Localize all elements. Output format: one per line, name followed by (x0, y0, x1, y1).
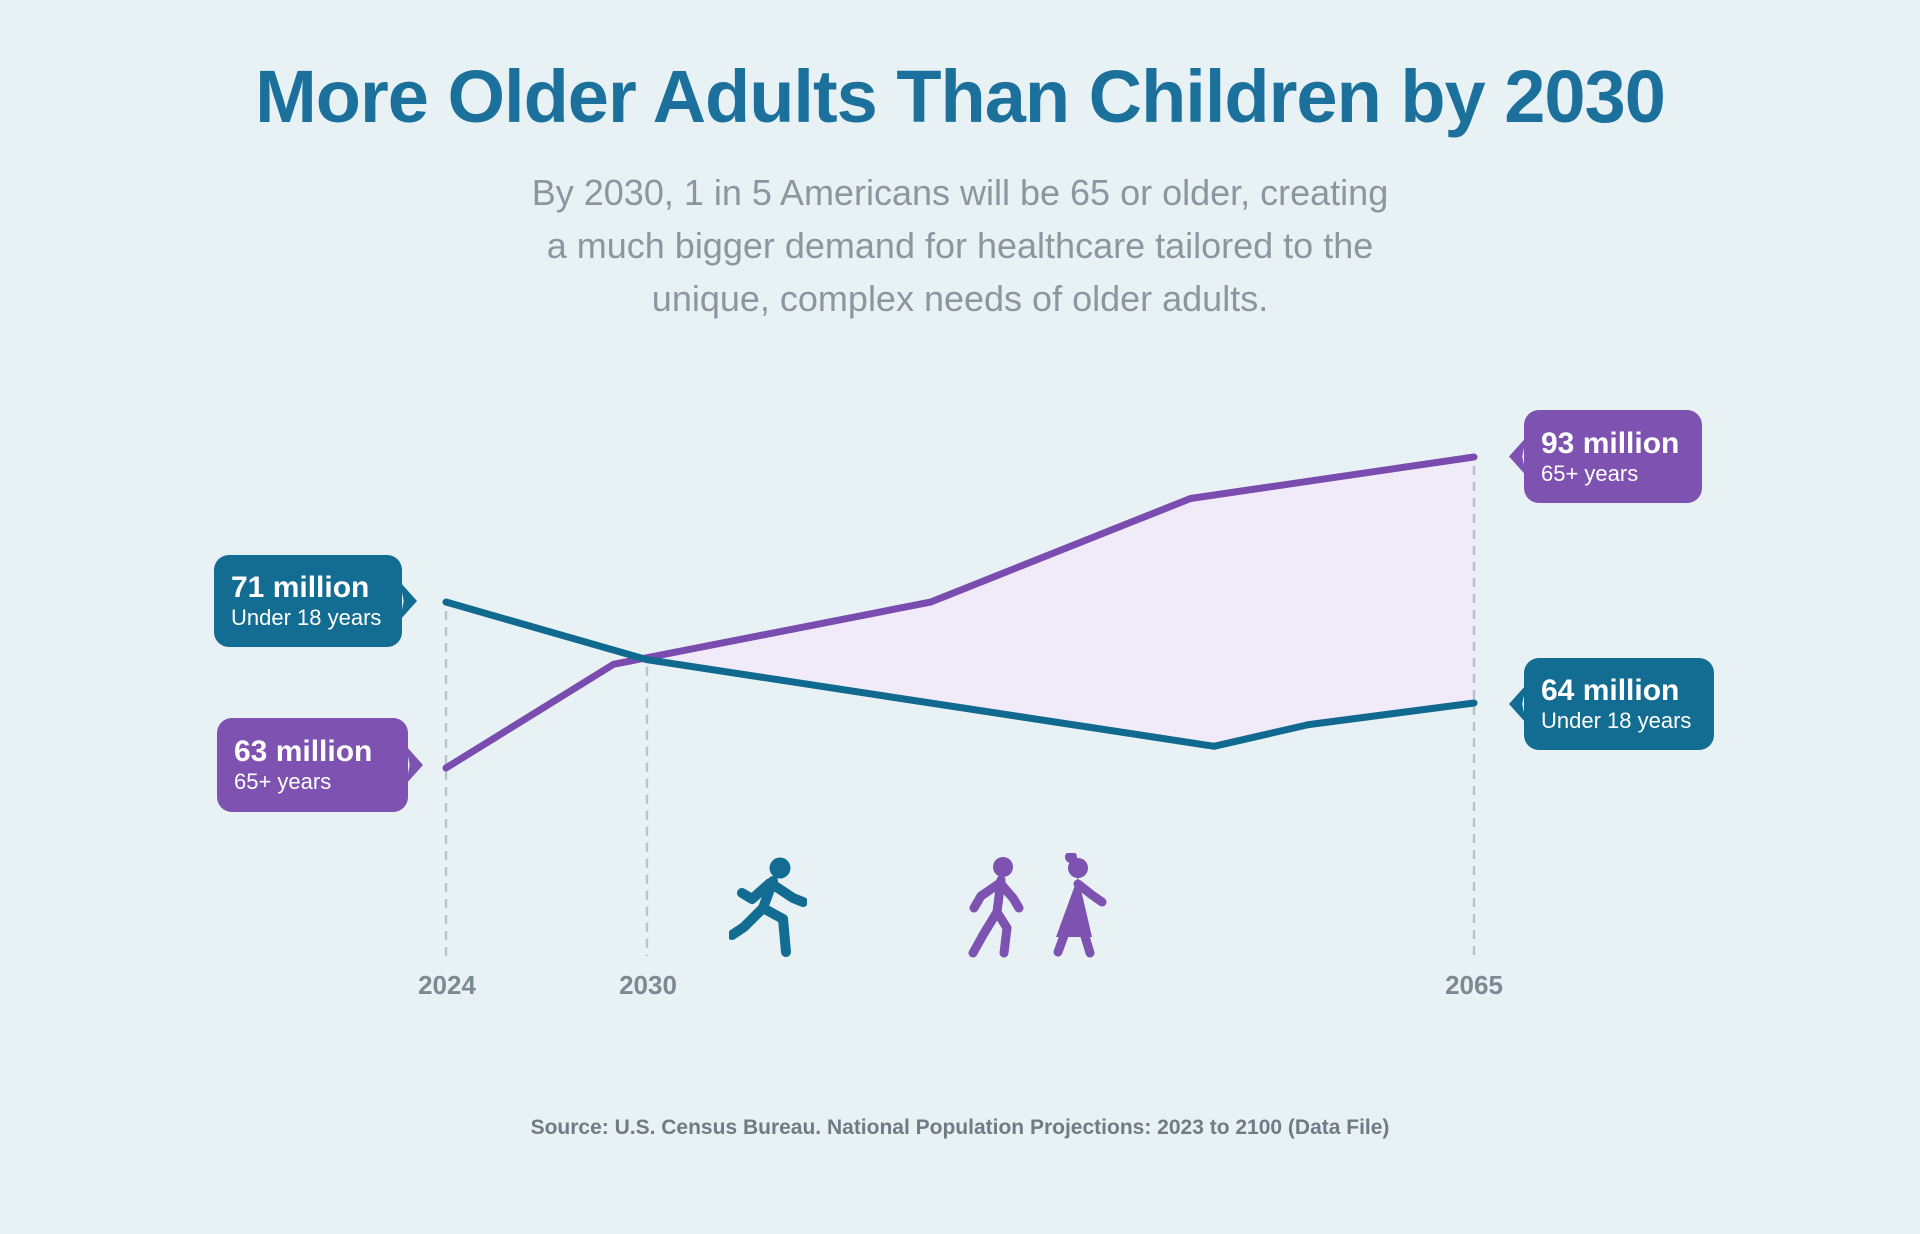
x-axis-label-2024: 2024 (418, 970, 476, 1000)
callout-under18-2065: 64 million Under 18 years (1509, 658, 1714, 750)
older-man-walking-icon (966, 855, 1024, 958)
x-axis-label-2065: 2065 (1445, 970, 1503, 1000)
callout-65plus-2065: 93 million 65+ years (1509, 410, 1702, 503)
subtitle-line: By 2030, 1 in 5 Americans will be 65 or … (531, 172, 1389, 213)
callout-value: 93 million (1541, 426, 1680, 460)
callout-label: Under 18 years (1541, 708, 1692, 734)
older-woman-walking-icon (1044, 853, 1108, 958)
child-running-icon (729, 856, 807, 958)
child-running-icon-svg (729, 857, 807, 957)
callout-value: 63 million (234, 735, 373, 769)
callout-value: 71 million (231, 571, 370, 605)
callout-label: Under 18 years (231, 605, 382, 631)
older-man-walking-icon-svg (968, 857, 1024, 958)
subtitle-line: a much bigger demand for healthcare tail… (546, 225, 1374, 266)
older-woman-walking-icon-svg (1053, 853, 1107, 958)
page-title: More Older Adults Than Children by 2030 (255, 55, 1666, 138)
callout-label: 65+ years (1541, 460, 1639, 486)
x-axis-label-2030: 2030 (619, 970, 677, 1000)
source-citation: Source: U.S. Census Bureau. National Pop… (530, 1116, 1390, 1139)
page-subtitle: By 2030, 1 in 5 Americans will be 65 or … (0, 166, 1920, 325)
callout-value: 64 million (1541, 674, 1680, 708)
subtitle-line: unique, complex needs of older adults. (651, 278, 1269, 319)
callout-65plus-2024: 63 million 65+ years (217, 718, 423, 812)
callout-under18-2024: 71 million Under 18 years (214, 555, 417, 647)
callout-label: 65+ years (234, 769, 332, 795)
